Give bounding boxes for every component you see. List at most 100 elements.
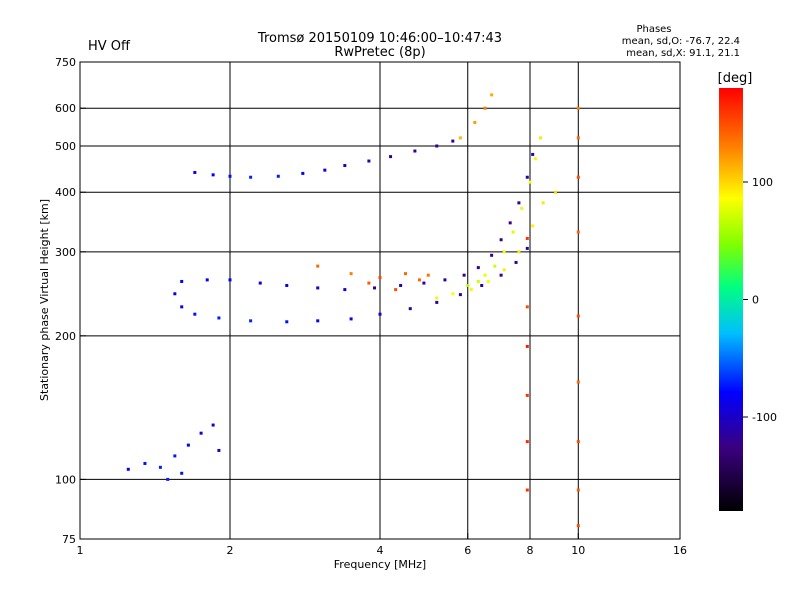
data-point [143, 461, 147, 465]
data-point [173, 292, 177, 296]
data-point [502, 250, 506, 254]
data-point [343, 164, 347, 168]
data-point [576, 106, 580, 110]
data-point [486, 279, 490, 283]
data-point [576, 136, 580, 140]
data-point [249, 319, 253, 323]
colorbar-unit: [deg] [718, 71, 753, 86]
plot-area: 1 2 4 6 8 10 16 75 100 200 300 400 500 600 750 [55, 56, 687, 557]
data-point [323, 168, 327, 172]
data-point [217, 448, 221, 452]
data-point [408, 307, 412, 311]
data-point [301, 171, 305, 175]
data-point [490, 93, 494, 97]
data-point [480, 283, 484, 287]
hv-status: HV Off [88, 39, 131, 54]
colorbar-tick-label: 0 [752, 294, 759, 307]
data-point [462, 273, 466, 277]
data-point [520, 206, 524, 210]
data-point [531, 152, 535, 156]
x-axis-label: Frequency [MHz] [334, 558, 426, 571]
y-axis-label: Stationary phase Virtual Height [km] [38, 199, 51, 401]
x-tick-label: 16 [673, 544, 687, 557]
data-point [394, 288, 398, 292]
data-point [367, 159, 371, 163]
data-point [517, 250, 521, 254]
y-axis-ticks: 75 100 200 300 400 500 600 750 [55, 56, 86, 546]
colorbar-tick-label: -100 [752, 411, 777, 424]
y-tick-label: 500 [55, 140, 76, 153]
y-tick-label: 100 [55, 473, 76, 486]
data-point [276, 174, 280, 178]
data-point [576, 314, 580, 318]
data-point [539, 136, 543, 140]
data-point [508, 221, 512, 225]
data-points [126, 93, 580, 528]
data-point [483, 273, 487, 277]
data-point [473, 121, 477, 125]
data-point [285, 320, 289, 324]
chart-title: Tromsø 20150109 10:46:00–10:47:43 [257, 31, 502, 46]
data-point [517, 201, 521, 205]
data-point [193, 170, 197, 174]
data-point [166, 477, 170, 481]
data-point [435, 144, 439, 148]
data-point [525, 305, 529, 309]
data-point [483, 106, 487, 110]
data-point [180, 471, 184, 475]
y-tick-label: 200 [55, 330, 76, 343]
data-point [525, 393, 529, 397]
data-point [205, 278, 209, 282]
x-tick-label: 10 [571, 544, 585, 557]
y-tick-label: 750 [55, 56, 76, 69]
data-point [525, 236, 529, 240]
data-point [211, 173, 215, 177]
data-point [389, 155, 393, 159]
stats-line-x: mean, sd,X: 91.1, 21.1 [626, 48, 740, 59]
data-point [217, 316, 221, 320]
y-tick-label: 400 [55, 186, 76, 199]
chart-subtitle: RwPretec (8p) [334, 45, 425, 60]
data-point [531, 224, 535, 228]
x-tick-label: 2 [227, 544, 234, 557]
data-point [367, 281, 371, 285]
data-point [576, 175, 580, 179]
colorbar-ticks: 100 0 -100 [743, 176, 777, 424]
data-point [378, 312, 382, 316]
gridlines [80, 62, 680, 539]
colorbar-tick-label: 100 [752, 176, 773, 189]
data-point [533, 157, 537, 161]
data-point [413, 149, 417, 153]
data-point [422, 281, 426, 285]
data-point [435, 296, 439, 300]
data-point [399, 283, 403, 287]
y-tick-label: 600 [55, 102, 76, 115]
data-point [343, 288, 347, 292]
stats-title: Phases [636, 24, 671, 35]
data-point [349, 317, 353, 321]
data-point [499, 273, 503, 277]
data-point [417, 278, 421, 282]
x-axis-ticks: 1 2 4 6 8 10 16 [77, 533, 687, 557]
data-point [349, 272, 353, 276]
data-point [378, 276, 382, 280]
colorbar-gradient [719, 88, 743, 511]
x-tick-label: 6 [464, 544, 471, 557]
data-point [458, 293, 462, 297]
y-tick-label: 300 [55, 246, 76, 259]
data-point [426, 273, 430, 277]
data-point [576, 524, 580, 528]
data-point [493, 264, 497, 268]
data-point [316, 319, 320, 323]
data-point [576, 230, 580, 234]
colorbar: [deg] 100 0 -100 [718, 71, 777, 511]
data-point [228, 174, 232, 178]
data-point [502, 268, 506, 272]
data-point [193, 312, 197, 316]
data-point [186, 443, 190, 447]
x-tick-label: 4 [377, 544, 384, 557]
data-point [525, 175, 529, 179]
data-point [541, 201, 545, 205]
stats-line-o: mean, sd,O: -76.7, 22.4 [622, 36, 740, 47]
